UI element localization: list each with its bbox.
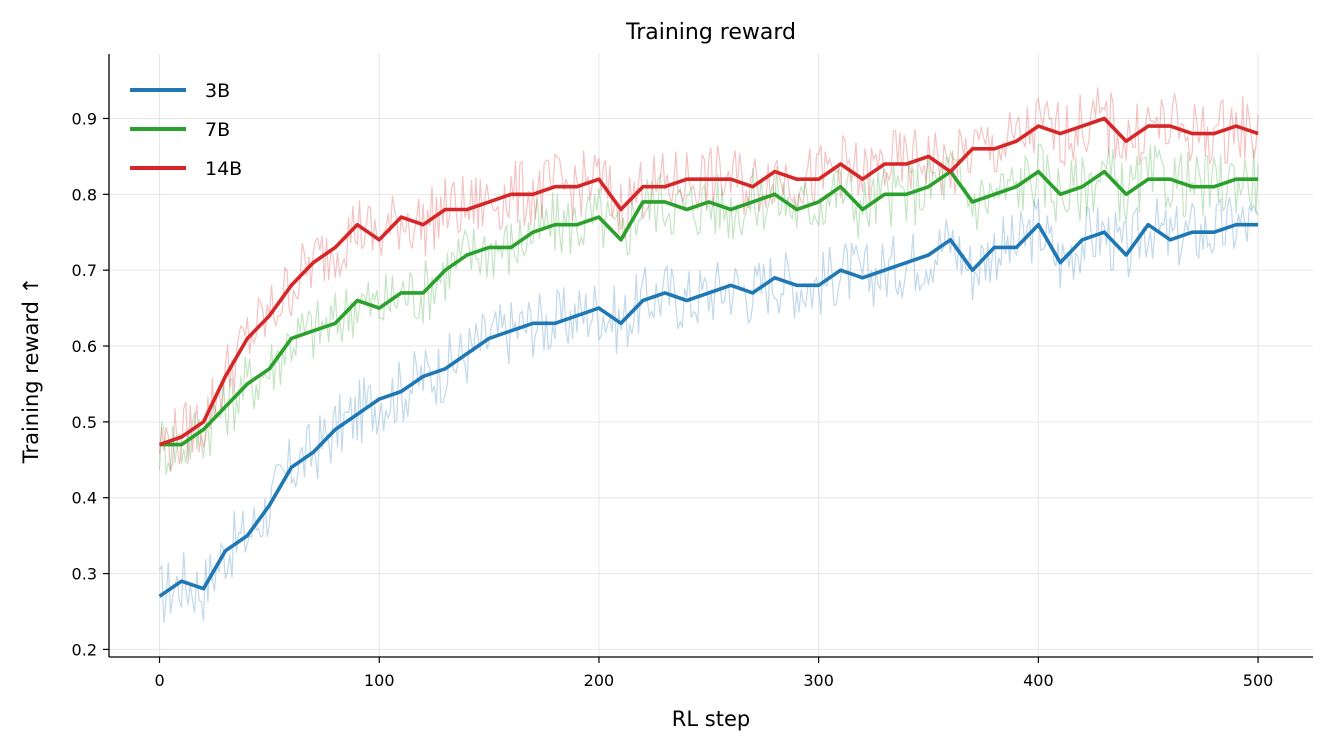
y-tick-label: 0.7 — [72, 261, 97, 280]
legend-label-7b: 7B — [205, 119, 230, 141]
legend: 3B 7B 14B — [130, 80, 242, 180]
y-axis-label: Training reward ↑ — [19, 277, 43, 465]
series-line-14b — [158, 116, 1259, 447]
chart-title: Training reward — [625, 20, 796, 45]
y-tick-label: 0.5 — [72, 413, 97, 432]
x-tick-label: 300 — [803, 671, 834, 690]
raw-line-3b — [158, 196, 1259, 623]
y-tick-label: 0.8 — [72, 185, 97, 204]
y-tick-label: 0.4 — [72, 489, 97, 508]
x-tick-label: 400 — [1023, 671, 1054, 690]
axes: 0 100 200 300 400 500 0.2 0.3 0.4 0.5 0.6 0.7 0.8 0.9 — [72, 54, 1313, 690]
legend-label-14b: 14B — [205, 158, 242, 180]
y-tick-label: 0.3 — [72, 565, 97, 584]
series-line-3b — [158, 222, 1259, 598]
raw-line-14b — [158, 87, 1259, 471]
series-line-7b — [159, 169, 1259, 447]
legend-label-3b: 3B — [205, 80, 230, 102]
y-tick-label: 0.2 — [72, 640, 97, 659]
y-tick-label: 0.9 — [72, 109, 97, 128]
x-tick-label: 200 — [584, 671, 615, 690]
smoothed-series-lines — [158, 116, 1259, 598]
y-tick-label: 0.6 — [72, 337, 97, 356]
raw-series-lines — [158, 87, 1259, 623]
x-tick-label: 100 — [364, 671, 395, 690]
x-tick-label: 0 — [154, 671, 164, 690]
x-tick-label: 500 — [1243, 671, 1274, 690]
x-axis-label: RL step — [672, 707, 750, 731]
grid — [109, 54, 1313, 657]
